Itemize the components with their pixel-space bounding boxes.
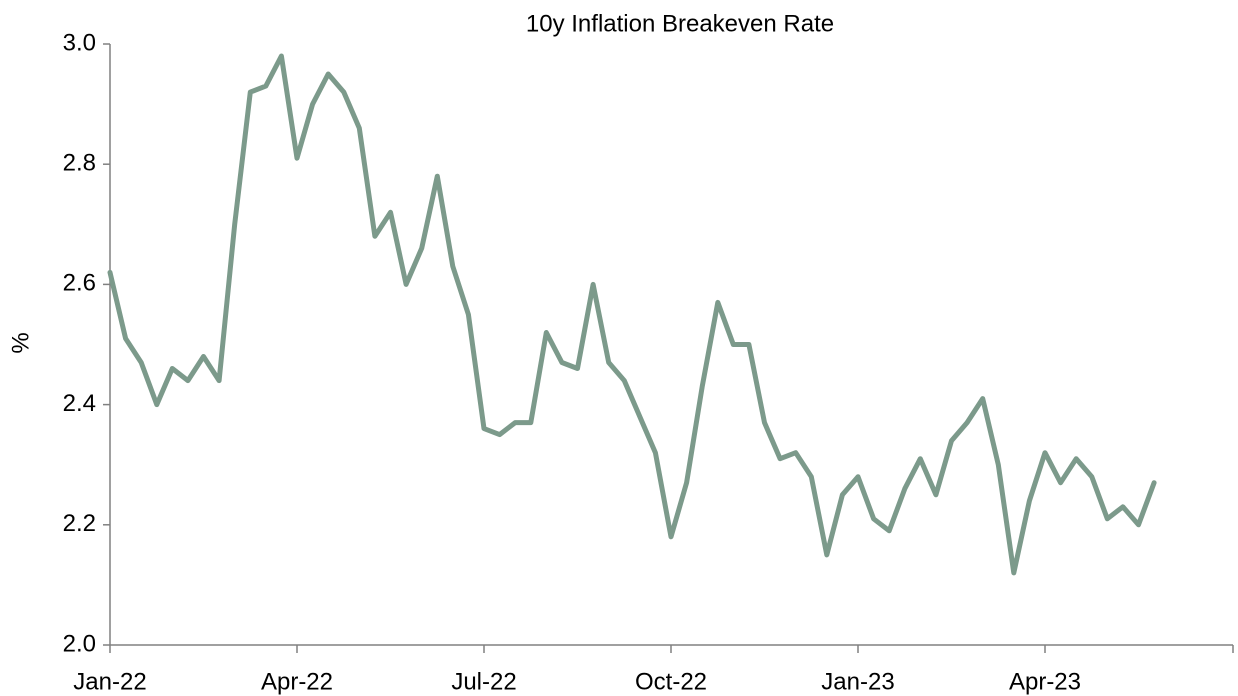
x-tick-label: Jan-22 xyxy=(73,668,146,695)
chart-title: 10y Inflation Breakeven Rate xyxy=(526,10,834,37)
y-tick-label: 2.4 xyxy=(63,390,96,417)
y-tick-label: 2.2 xyxy=(63,510,96,537)
x-tick-label: Apr-23 xyxy=(1009,668,1081,695)
y-tick-label: 3.0 xyxy=(63,29,96,56)
y-axis-label: % xyxy=(7,332,34,353)
data-line xyxy=(107,53,1157,576)
y-tick-label: 2.6 xyxy=(63,270,96,297)
x-tick-label: Jan-23 xyxy=(821,668,894,695)
x-tick-label: Apr-22 xyxy=(261,668,333,695)
y-tick-label: 2.0 xyxy=(63,630,96,657)
y-tick-label: 2.8 xyxy=(63,150,96,177)
x-tick-label: Oct-22 xyxy=(635,668,707,695)
x-tick-label: Jul-22 xyxy=(451,668,516,695)
